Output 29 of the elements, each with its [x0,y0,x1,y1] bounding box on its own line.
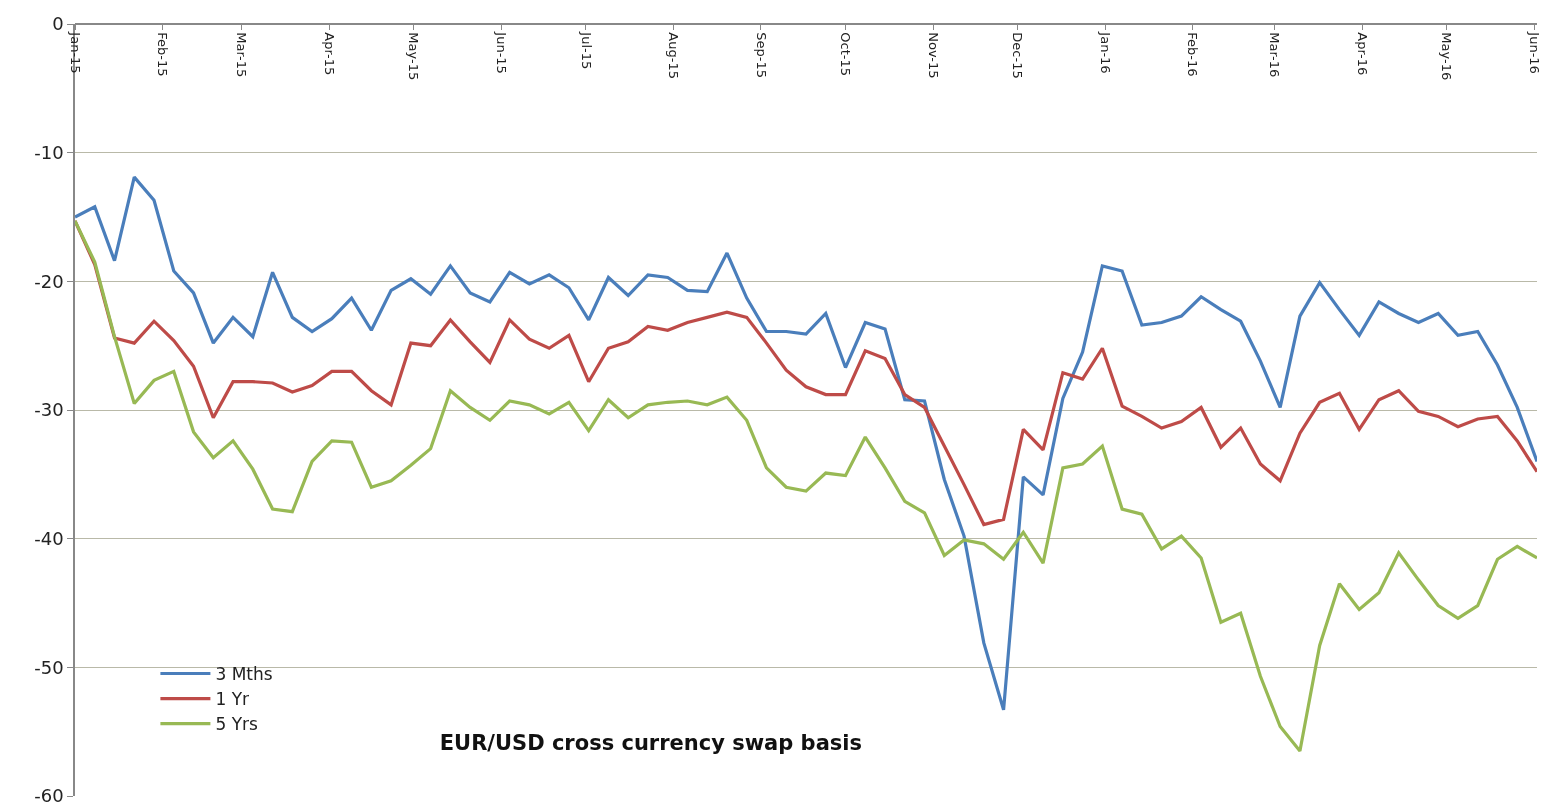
x-tick-label: Feb-16 [1185,32,1201,77]
x-tick-label: Dec-15 [1010,32,1026,79]
x-tick-label: Jul-15 [578,31,594,70]
y-tick-label: -10 [34,141,64,163]
x-tick-label: Nov-15 [925,32,941,79]
legend-label: 1 Yr [215,689,250,710]
x-tick-label: Apr-16 [1354,32,1370,76]
x-tick-label: Apr-15 [321,32,337,76]
x-tick-label: Sep-15 [753,32,769,79]
legend-label: 5 Yrs [215,714,258,735]
y-tick-label: -40 [34,527,64,549]
y-tick-label: 0 [52,13,64,35]
text: EUR/USD cross currency swap basis [439,731,863,756]
y-tick-label: -50 [34,656,64,678]
x-tick-label: May-16 [1439,32,1455,81]
y-tick-label: -60 [34,785,64,807]
x-tick-label: Jun-15 [493,31,509,74]
x-tick-label: Oct-15 [838,32,854,77]
x-tick-label: Aug-15 [666,32,682,79]
y-tick-label: -30 [34,399,64,421]
x-tick-label: Jan-15 [67,31,83,74]
x-tick-label: Jan-16 [1097,31,1113,74]
x-tick-label: Mar-16 [1267,32,1283,78]
x-tick-label: May-15 [406,32,422,81]
x-tick-label: Mar-15 [234,32,250,78]
y-tick-label: -20 [34,270,64,292]
x-tick-label: Feb-15 [155,32,171,77]
x-tick-label: Jun-16 [1526,31,1542,74]
legend-label: 3 Mths [215,664,273,685]
